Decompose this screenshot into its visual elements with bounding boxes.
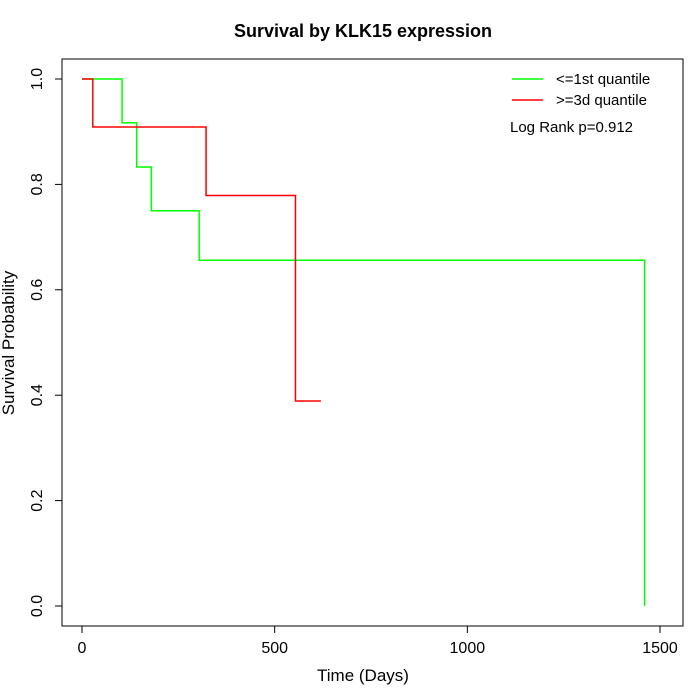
survival-curve-0 [82, 78, 646, 606]
x-tick-label: 0 [78, 640, 87, 657]
legend-label-low-quantile: <=1st quantile [556, 71, 650, 88]
x-axis-label: Time (Days) [317, 666, 409, 685]
x-axis: 0 500 1000 1500 [78, 625, 678, 657]
x-tick-label: 1000 [450, 640, 486, 657]
log-rank-annotation: Log Rank p=0.912 [510, 119, 633, 136]
chart-title: Survival by KLK15 expression [234, 21, 492, 41]
x-tick-label: 500 [261, 640, 288, 657]
legend: <=1st quantile >=3d quantile Log Rank p=… [510, 71, 650, 136]
survival-curve-1 [82, 78, 321, 402]
y-axis-label: Survival Probability [0, 270, 18, 415]
legend-label-high-quantile: >=3d quantile [556, 92, 647, 109]
y-tick-label: 0.0 [29, 595, 46, 617]
plot-frame [61, 58, 684, 627]
y-axis: 0.0 0.2 0.4 0.6 0.8 1.0 [29, 68, 63, 617]
y-tick-label: 0.8 [29, 173, 46, 195]
y-tick-label: 0.4 [29, 384, 46, 406]
x-tick-label: 1500 [642, 640, 678, 657]
series-layer [82, 78, 646, 606]
y-tick-label: 0.2 [29, 489, 46, 511]
y-tick-label: 0.6 [29, 279, 46, 301]
y-tick-label: 1.0 [29, 68, 46, 90]
